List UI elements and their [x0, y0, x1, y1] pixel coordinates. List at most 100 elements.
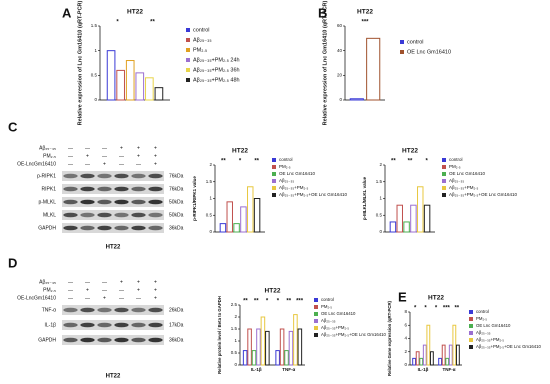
treatment-sign: +	[137, 279, 140, 285]
treatment-sign: —	[68, 287, 73, 293]
treatment-sign: —	[136, 161, 141, 167]
legend-swatch	[186, 58, 190, 62]
significance: **	[150, 20, 155, 26]
row-label: IL-1β	[45, 322, 57, 328]
legend-swatch	[186, 28, 190, 32]
treatment-sign: —	[102, 145, 107, 151]
y-tick-label: 1	[234, 338, 237, 343]
significance: **	[221, 159, 226, 165]
treatment-label: OE-LncGm16410	[17, 161, 56, 167]
legend-label: Aβ₂₅₋₃₅	[476, 330, 491, 335]
legend-label: Aβ₂₅₋₃₅+PM₂.₅	[279, 185, 309, 190]
legend-swatch	[469, 324, 473, 328]
legend-label: Aβ₂₅₋₃₅+PM₂.₅	[449, 185, 479, 190]
treatment-sign: +	[120, 279, 123, 285]
bar	[253, 198, 261, 233]
y-tick-label: 0	[404, 362, 407, 367]
y-tick-label: 6	[404, 322, 407, 327]
row-size: 76kDa	[169, 173, 184, 179]
significance: **	[254, 299, 259, 305]
blot-band	[148, 212, 163, 218]
row-label: TNF-α	[42, 307, 56, 313]
legend-label: Aβ₂₅₋₃₅+PM₂.₅	[321, 325, 349, 330]
y-tick-label: 1	[379, 196, 382, 201]
legend-label: Aβ₂₅₋₃₅+PM₂.₅+OE Lnc Gm16410	[279, 192, 348, 197]
legend-label: control	[279, 157, 293, 162]
y-tick-label: 1.5	[231, 326, 238, 331]
bar	[403, 221, 410, 233]
y-tick-label: 4	[404, 336, 407, 341]
bar	[275, 350, 280, 366]
significance: *	[425, 159, 428, 165]
legend-label: Aβ₂₅₋₃₅	[193, 37, 212, 43]
blot-band	[97, 225, 112, 231]
treatment-label: Aβ₂₅₋₃₅	[39, 145, 56, 151]
blot-band	[131, 199, 146, 205]
legend-label: Aβ₂₅₋₃₅+PM₂.₅ 24h	[193, 57, 240, 63]
legend-swatch	[272, 193, 276, 197]
row-size: 17kDa	[169, 322, 184, 328]
blot-strip	[62, 210, 164, 220]
bar	[297, 328, 303, 366]
blot-band	[131, 225, 146, 231]
blot-band	[114, 225, 129, 231]
bar	[423, 204, 431, 233]
legend-swatch	[469, 345, 473, 349]
bar	[441, 344, 446, 366]
legend-swatch	[314, 333, 318, 337]
blot-band	[80, 173, 95, 179]
legend-label: PM₂.₅	[321, 304, 332, 309]
y-tick-label: 2	[379, 162, 382, 167]
blot-strip	[62, 171, 164, 181]
treatment-sign: +	[154, 153, 157, 159]
bar	[452, 324, 457, 366]
row-size: 76kDa	[169, 186, 184, 192]
legend-swatch	[314, 312, 318, 316]
y-axis-label: Relative expression of Lnc Gm16410 (qRT-…	[322, 0, 328, 125]
legend-label: Aβ₂₅₋₃₅+PM₂.₅+OE Lnc Gm16410	[449, 192, 518, 197]
bar	[265, 330, 270, 366]
panel-label: A	[62, 5, 72, 20]
significance: *	[116, 20, 119, 26]
blot-strip	[62, 305, 164, 315]
legend-swatch	[272, 165, 276, 169]
bar	[448, 344, 453, 366]
treatment-label: OE-LncGm16410	[17, 295, 56, 301]
treatment-sign: +	[86, 153, 89, 159]
legend-swatch	[272, 172, 276, 176]
legend-swatch	[469, 317, 473, 321]
blot-band	[97, 322, 112, 328]
legend-label: OE Lnc Gm16410	[449, 171, 486, 176]
legend-swatch	[186, 48, 190, 52]
row-size: 36kDa	[169, 225, 184, 231]
blot-strip	[62, 197, 164, 207]
bar	[288, 330, 294, 366]
y-tick-label: 0.5	[231, 350, 238, 355]
blot-band	[114, 173, 129, 179]
legend-swatch	[186, 38, 190, 42]
bar	[412, 357, 417, 366]
treatment-sign: —	[119, 295, 124, 301]
blot-band	[80, 212, 95, 218]
treatment-sign: +	[154, 279, 157, 285]
legend-label: control	[193, 27, 210, 33]
bar	[293, 314, 298, 366]
y-tick-label: 0	[94, 97, 97, 102]
y-axis-label: p-RIPK1/RIPK1 value	[192, 176, 197, 221]
legend-swatch	[400, 50, 404, 54]
y-tick-label: 0	[379, 229, 382, 234]
chart-title: HT22	[357, 9, 373, 16]
blot-band	[114, 186, 129, 192]
legend-swatch	[469, 338, 473, 342]
treatment-sign: —	[68, 279, 73, 285]
row-label: GAPDH	[38, 225, 56, 231]
row-size: 50kDa	[169, 199, 184, 205]
blot-band	[63, 322, 78, 328]
bar	[422, 344, 427, 366]
legend-swatch	[186, 68, 190, 72]
significance: **	[254, 159, 259, 165]
significance: **	[243, 299, 248, 305]
blot-strip	[62, 184, 164, 194]
y-tick-label: 60	[337, 23, 343, 28]
legend-swatch	[314, 305, 318, 309]
